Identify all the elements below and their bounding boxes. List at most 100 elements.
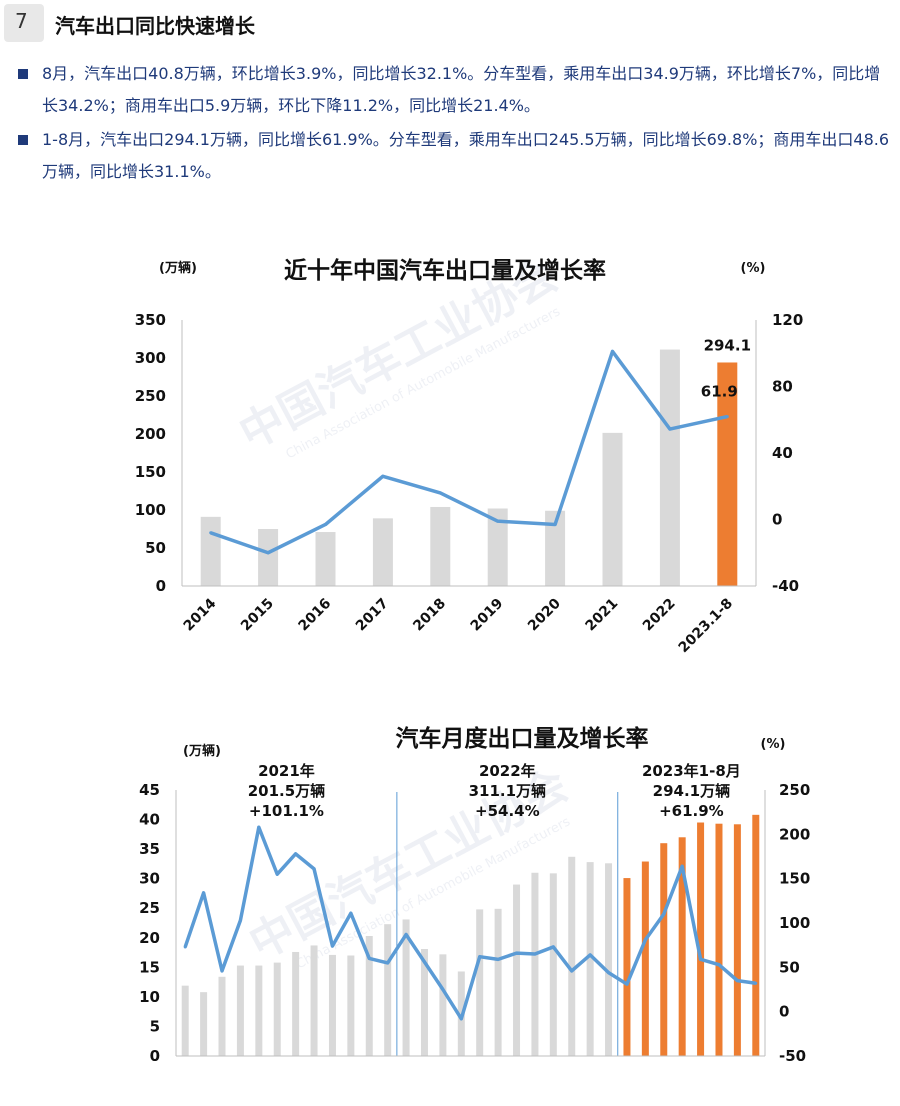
- line-point: [662, 912, 666, 916]
- monthly-growth-rate-line: [183, 825, 757, 1021]
- right-tick-label: -40: [772, 577, 799, 595]
- line-point: [668, 427, 672, 431]
- right-tick-label: 100: [779, 914, 810, 932]
- segment-label-line: 2022年: [479, 762, 536, 780]
- bar: [200, 516, 221, 586]
- last-growth-value-label: 61.9: [701, 383, 738, 401]
- line-point: [607, 971, 611, 975]
- left-tick-label: 0: [150, 1047, 160, 1065]
- left-tick-label: 350: [135, 311, 166, 329]
- bar: [602, 432, 623, 586]
- bar-highlight: [641, 861, 649, 1056]
- bar-highlight: [715, 823, 723, 1056]
- bar: [494, 908, 502, 1056]
- right-tick-label: 40: [772, 444, 793, 462]
- bullet-text: 1-8月，汽车出口294.1万辆，同比增长61.9%。分车型看，乘用车出口245…: [42, 130, 890, 181]
- left-tick-label: 30: [139, 870, 160, 888]
- left-axis-unit: (万辆): [183, 743, 221, 759]
- right-axis-unit: (%): [741, 261, 766, 276]
- segment-label-line: 2021年: [258, 762, 315, 780]
- segment-label-line: 294.1万辆: [653, 782, 730, 800]
- left-tick-label: 300: [135, 349, 166, 367]
- right-tick-label: 120: [772, 311, 803, 329]
- right-tick-label: 50: [779, 958, 800, 976]
- line-point: [349, 911, 353, 915]
- line-point: [459, 1017, 463, 1021]
- bullet-item: 1-8月，汽车出口294.1万辆，同比增长61.9%。分车型看，乘用车出口245…: [14, 124, 892, 188]
- line-point: [570, 969, 574, 973]
- right-tick-label: 250: [779, 781, 810, 799]
- line-point: [725, 415, 729, 419]
- x-tick-label: 2019: [468, 596, 507, 635]
- x-tick-label: 2015: [238, 596, 277, 635]
- bullet-square-icon: [18, 69, 28, 79]
- bar-highlight: [697, 822, 705, 1056]
- x-tick-label: 2020: [525, 595, 564, 634]
- segment-label-line: 201.5万辆: [248, 782, 325, 800]
- line-point: [699, 957, 703, 961]
- line-point: [496, 957, 500, 961]
- bar: [236, 965, 244, 1056]
- bar-highlight: [752, 814, 760, 1056]
- bar: [568, 856, 576, 1056]
- line-point: [680, 864, 684, 868]
- line-point: [386, 961, 390, 965]
- left-tick-label: 0: [156, 577, 166, 595]
- line-point: [611, 349, 614, 353]
- bar: [200, 992, 208, 1056]
- right-tick-label: 200: [779, 825, 810, 843]
- right-axis-unit: (%): [761, 737, 786, 752]
- bar: [545, 510, 566, 586]
- left-tick-label: 50: [145, 539, 166, 557]
- left-tick-label: 20: [139, 929, 160, 947]
- line-point: [404, 933, 408, 937]
- left-tick-label: 200: [135, 425, 166, 443]
- bar: [549, 873, 557, 1056]
- bar-highlight: [678, 837, 686, 1056]
- bar: [384, 924, 392, 1056]
- segment-label-line: +61.9%: [659, 802, 724, 820]
- line-point: [330, 944, 334, 948]
- line-point: [238, 918, 242, 922]
- line-point: [754, 981, 758, 985]
- line-point: [643, 938, 647, 942]
- bar: [310, 945, 318, 1056]
- line-point: [266, 551, 270, 555]
- bar-highlight: [660, 843, 668, 1056]
- year-segment-label: 2023年1-8月 294.1万辆 +61.9%: [642, 762, 741, 820]
- bar-highlight: [623, 878, 631, 1056]
- left-axis-unit: (万辆): [159, 260, 197, 276]
- bar: [420, 949, 428, 1056]
- segment-label-line: 2023年1-8月: [642, 762, 741, 780]
- x-tick-label: 2014: [181, 595, 220, 634]
- right-tick-label: 150: [779, 870, 810, 888]
- left-tick-label: 40: [139, 811, 160, 829]
- line-point: [324, 522, 327, 526]
- line-point: [294, 852, 298, 856]
- line-point: [588, 953, 592, 957]
- line-point: [257, 825, 261, 829]
- annual-export-chart: 近十年中国汽车出口量及增长率 (万辆) (%) 0 50 100 150 200 250 3…: [135, 257, 804, 655]
- chart-title: 近十年中国汽车出口量及增长率: [284, 257, 606, 284]
- line-point: [220, 969, 224, 973]
- left-tick-label: 45: [139, 781, 160, 799]
- line-point: [422, 960, 426, 964]
- bar: [273, 962, 281, 1056]
- line-point: [209, 531, 213, 535]
- bar: [181, 985, 189, 1056]
- bar: [218, 976, 226, 1056]
- line-point: [381, 474, 385, 478]
- monthly-export-chart: 汽车月度出口量及增长率 (万辆) (%) 051015202530354045 …: [139, 725, 810, 1065]
- line-point: [438, 491, 442, 495]
- bar: [402, 919, 410, 1056]
- bar: [347, 955, 355, 1056]
- line-point: [515, 951, 519, 955]
- section-header: 7 汽车出口同比快速增长: [0, 0, 900, 50]
- bullet-item: 8月，汽车出口40.8万辆，环比增长3.9%，同比增长32.1%。分车型看，乘用…: [14, 58, 892, 122]
- growth-rate-line: [210, 349, 728, 555]
- left-tick-label: 100: [135, 501, 166, 519]
- bar: [476, 909, 484, 1056]
- line-point: [717, 963, 721, 967]
- line-point: [441, 988, 445, 991]
- bar: [328, 954, 336, 1056]
